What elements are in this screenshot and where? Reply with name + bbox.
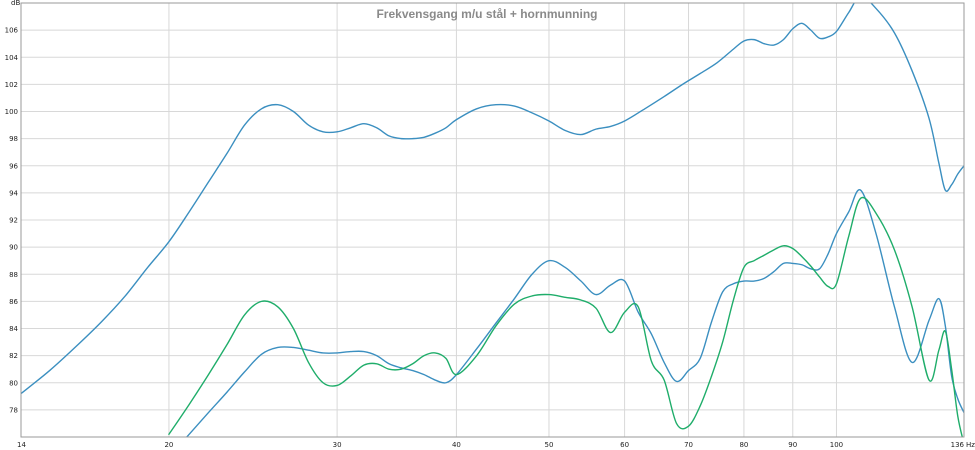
y-tick-label: 80: [9, 379, 18, 387]
y-tick-label: 102: [5, 81, 18, 89]
x-tick-label: 30: [333, 441, 342, 449]
y-tick-label: 82: [9, 352, 18, 360]
x-tick-label: 100: [830, 441, 843, 449]
y-tick-label: 104: [5, 54, 19, 62]
y-tick-label: 98: [9, 135, 18, 143]
y-tick-label: 84: [9, 325, 18, 333]
y-axis-label: dB: [11, 0, 20, 7]
y-tick-label: 90: [9, 244, 18, 252]
y-tick-label: 106: [5, 27, 19, 35]
y-tick-label: 94: [9, 189, 18, 197]
x-tick-label: 40: [452, 441, 461, 449]
y-tick-label: 88: [9, 271, 18, 279]
x-tick-label: 90: [788, 441, 797, 449]
y-tick-label: 78: [9, 406, 18, 414]
x-tick-label: 70: [684, 441, 693, 449]
x-tick-label: 50: [545, 441, 554, 449]
series-line-3: [168, 196, 964, 437]
x-axis-unit: Hz: [966, 441, 975, 449]
y-tick-label: 86: [9, 298, 18, 306]
y-tick-labels: 78 80 82 84 86 88 90 92 94 96 98 100 102 104 106: [5, 27, 19, 415]
x-tick-label: 20: [164, 441, 173, 449]
y-tick-label: 96: [9, 162, 18, 170]
series-line-2: [185, 189, 964, 437]
chart-title: Frekvensgang m/u stål + hornmunning: [376, 7, 597, 21]
plot-border: [20, 2, 965, 438]
x-tick-label: 80: [739, 441, 748, 449]
series-layer: [21, 3, 964, 437]
series-line-1: [21, 3, 964, 395]
y-tick-label: 92: [9, 217, 18, 225]
x-tick-label: 14: [17, 441, 26, 449]
x-tick-label: 60: [620, 441, 629, 449]
x-tick-label: 136: [951, 441, 965, 449]
x-tick-labels: 14 20 30 40 50 60 70 80 90 100 136: [17, 441, 965, 449]
grid: [21, 3, 964, 437]
y-tick-label: 100: [5, 108, 18, 116]
